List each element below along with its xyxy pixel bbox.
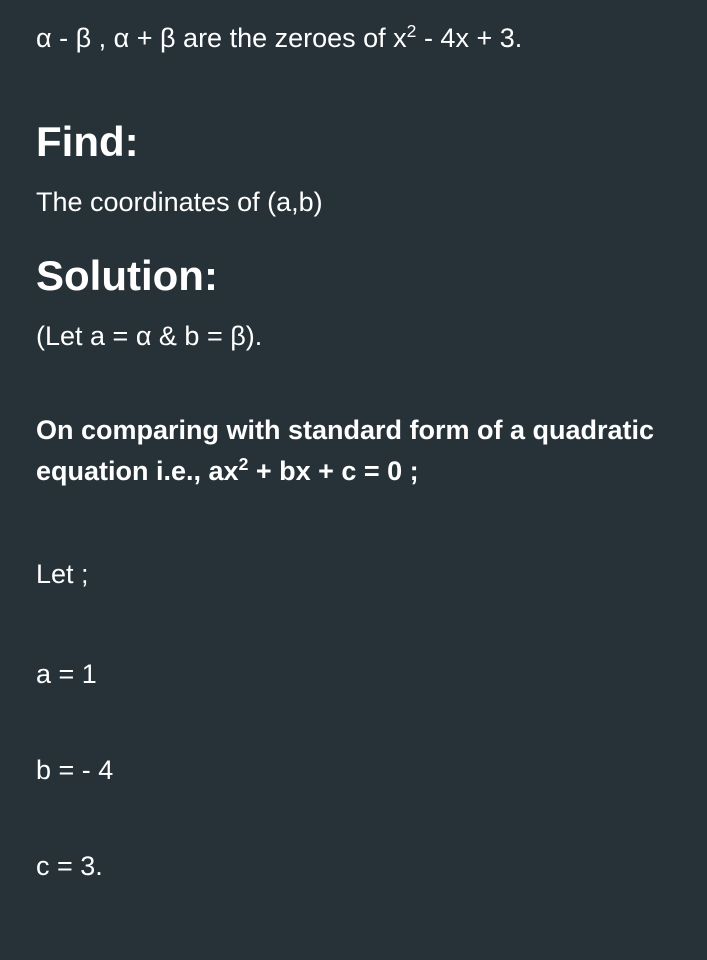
problem-exponent: 2 <box>407 21 417 41</box>
equation-b: b = - 4 <box>36 755 671 786</box>
let-label: Let ; <box>36 556 671 594</box>
problem-statement: α - β , α + β are the zeroes of x2 - 4x … <box>36 20 671 58</box>
comparing-exponent: 2 <box>239 454 249 474</box>
problem-text-pre: α - β , α + β are the zeroes of x <box>36 23 407 53</box>
equation-a: a = 1 <box>36 659 671 690</box>
solution-heading: Solution: <box>36 252 671 300</box>
let-note: (Let a = α & b = β). <box>36 318 671 356</box>
problem-text-post: - 4x + 3. <box>416 23 522 53</box>
find-heading: Find: <box>36 118 671 166</box>
comparing-text: On comparing with standard form of a qua… <box>36 410 671 491</box>
find-text: The coordinates of (a,b) <box>36 184 671 222</box>
equation-c: c = 3. <box>36 851 671 882</box>
comparing-post: + bx + c = 0 ; <box>248 456 418 486</box>
